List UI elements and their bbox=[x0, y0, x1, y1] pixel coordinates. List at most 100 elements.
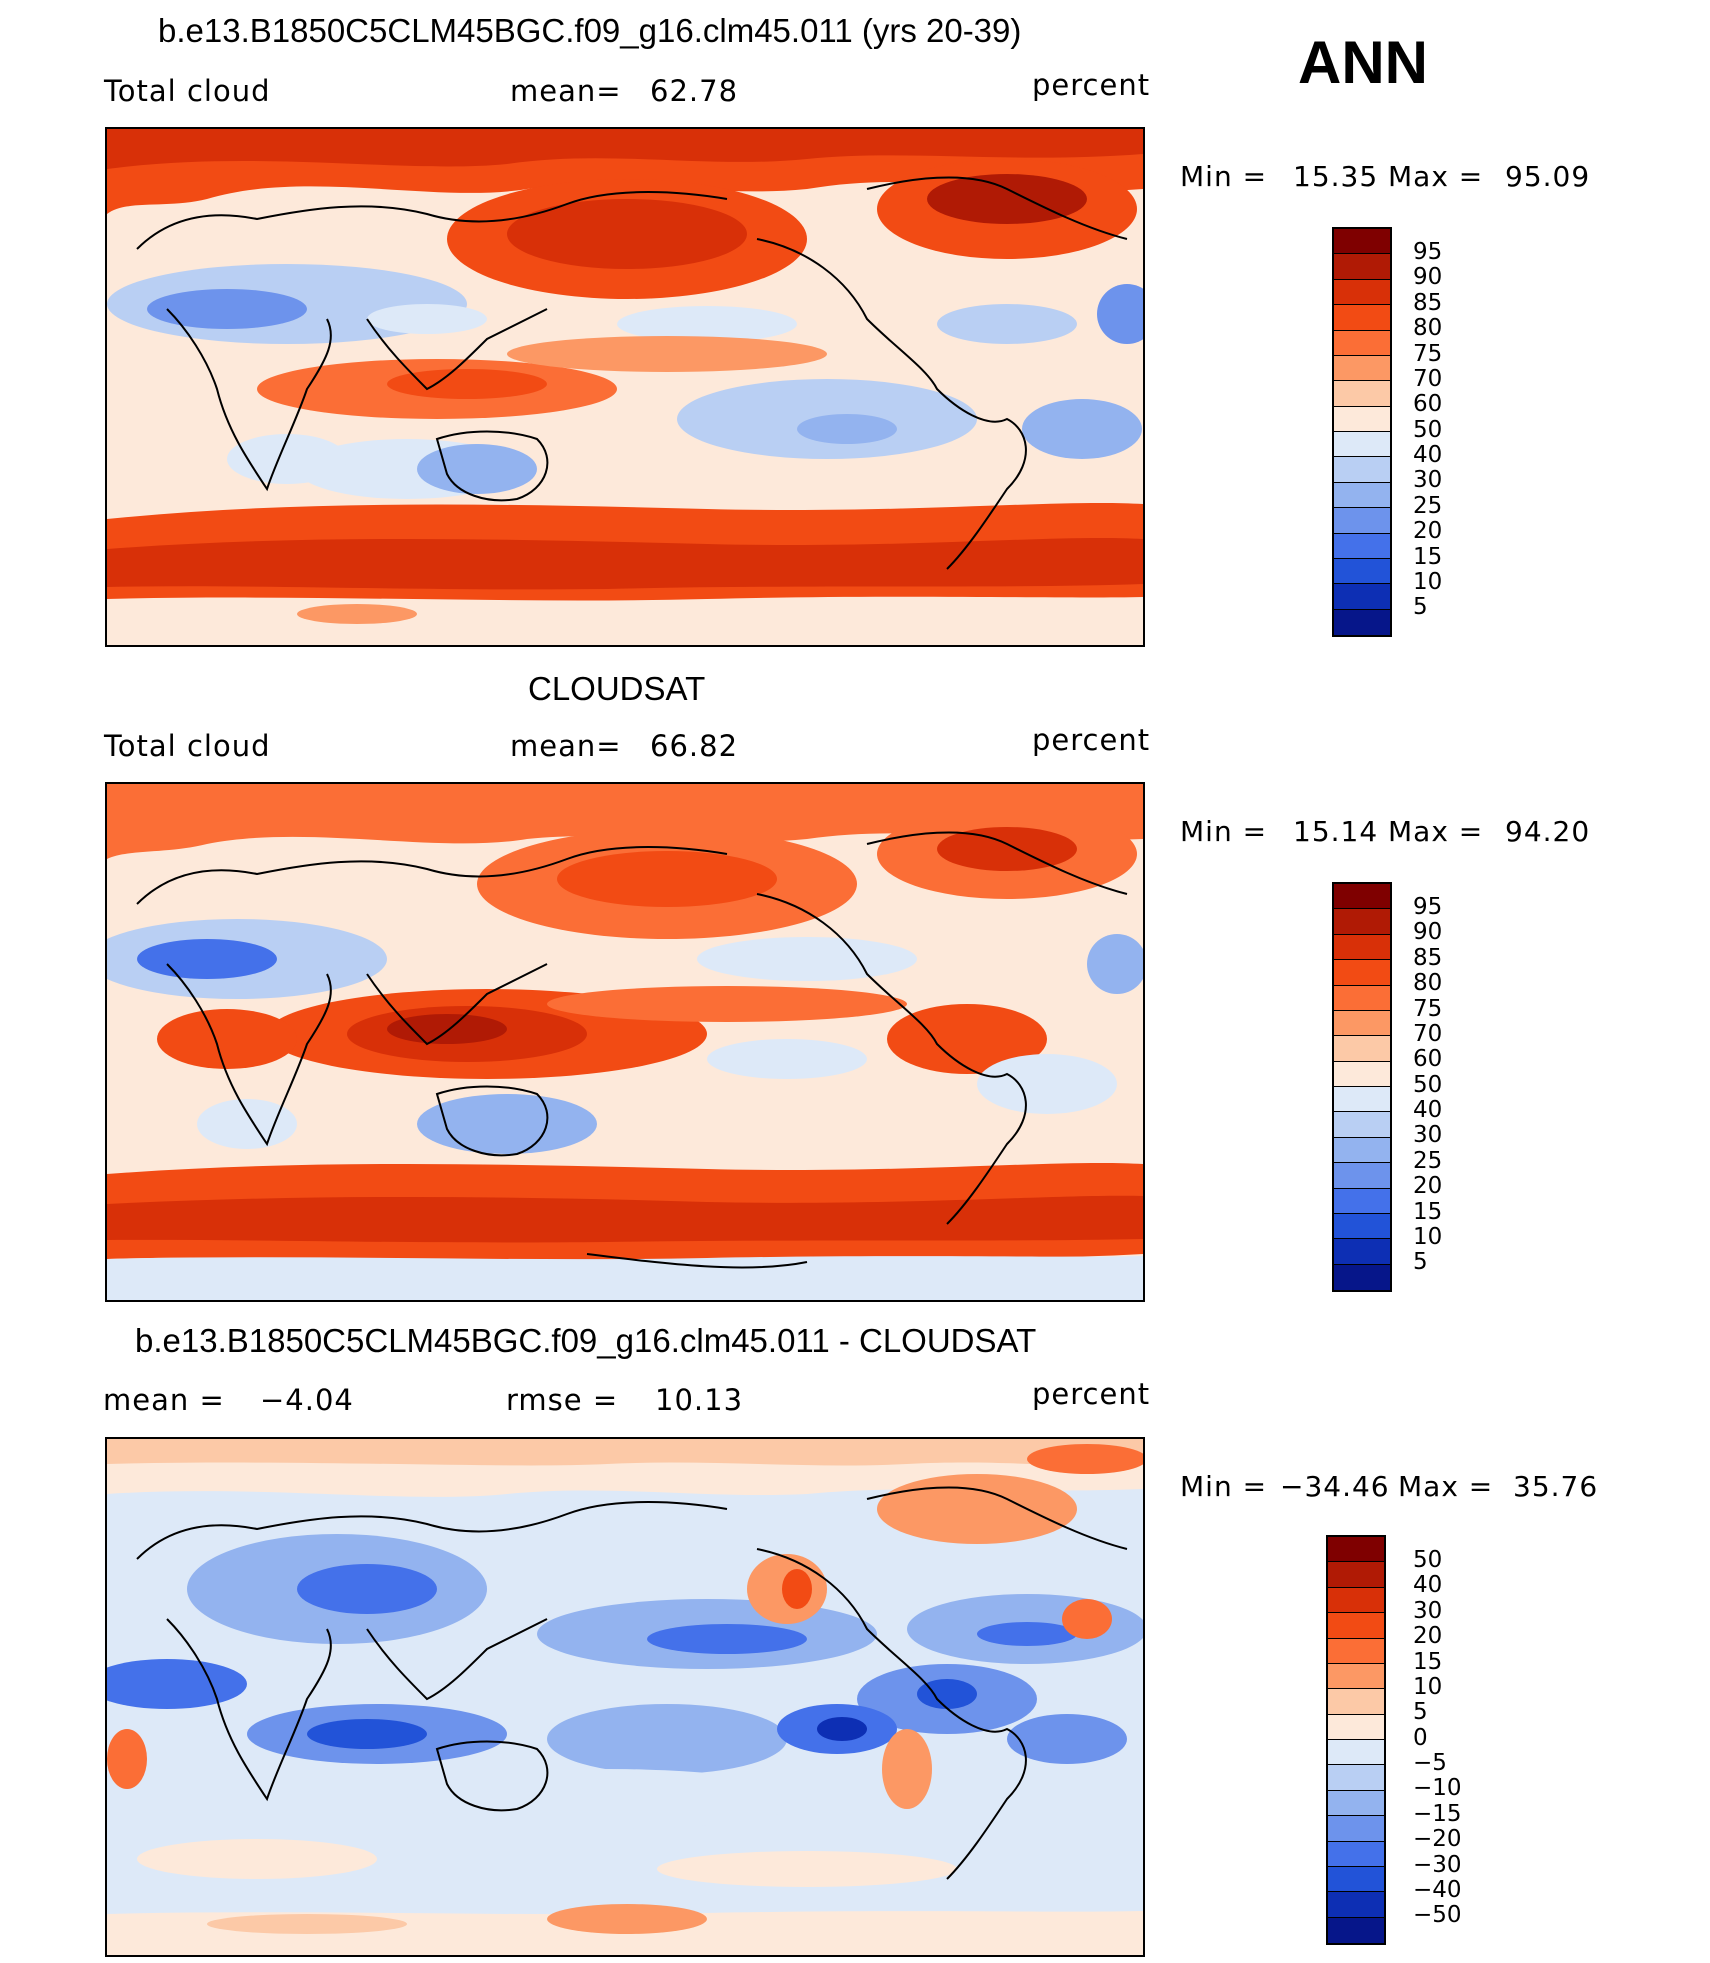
colorbar-segment bbox=[1334, 1163, 1390, 1189]
colorbar-segment bbox=[1334, 1264, 1390, 1290]
panel3-max-value: 35.76 bbox=[1513, 1470, 1599, 1503]
colorbar-segment bbox=[1334, 584, 1390, 610]
colorbar-segment bbox=[1334, 508, 1390, 534]
colorbar-segment bbox=[1328, 1892, 1384, 1918]
colorbar-segment bbox=[1334, 482, 1390, 509]
colorbar-segment bbox=[1334, 1087, 1390, 1113]
colorbar-tick-label: 15 bbox=[1413, 1198, 1443, 1225]
colorbar-tick-label: 85 bbox=[1413, 944, 1443, 971]
panel3-map bbox=[105, 1437, 1145, 1957]
colorbar-tick-label: 80 bbox=[1413, 315, 1443, 342]
colorbar-segment bbox=[1334, 432, 1390, 458]
colorbar-segment bbox=[1334, 1137, 1390, 1164]
panel2-min-value: 15.14 bbox=[1293, 815, 1379, 848]
panel2-min-label: Min = bbox=[1180, 815, 1268, 848]
season-label: ANN bbox=[1298, 29, 1428, 96]
colorbar-tick-label: 95 bbox=[1413, 894, 1443, 920]
colorbar-segment bbox=[1334, 1010, 1390, 1037]
panel3-rmse-value: 10.13 bbox=[655, 1383, 744, 1417]
colorbar-tick-label: 50 bbox=[1413, 416, 1443, 443]
colorbar-tick-label: 20 bbox=[1413, 1173, 1443, 1200]
colorbar-segment bbox=[1328, 1816, 1384, 1842]
colorbar-tick-label: 10 bbox=[1413, 1673, 1443, 1700]
panel3-colorbar bbox=[1326, 1535, 1386, 1945]
colorbar-segment bbox=[1334, 355, 1390, 382]
panel3-units: percent bbox=[1032, 1377, 1151, 1411]
colorbar-tick-label: 85 bbox=[1413, 289, 1443, 316]
panel3-min-label: Min = bbox=[1180, 1470, 1268, 1503]
colorbar-tick-label: 15 bbox=[1413, 1648, 1443, 1675]
colorbar-tick-label: 50 bbox=[1413, 1547, 1443, 1573]
colorbar-segment bbox=[1328, 1917, 1384, 1943]
colorbar-segment bbox=[1328, 1537, 1384, 1563]
colorbar-segment bbox=[1328, 1841, 1384, 1867]
colorbar-segment bbox=[1328, 1663, 1384, 1690]
colorbar-segment bbox=[1334, 533, 1390, 559]
colorbar-tick-label: −40 bbox=[1413, 1876, 1462, 1903]
panel2-max-value: 94.20 bbox=[1505, 815, 1591, 848]
colorbar-tick-label: 5 bbox=[1413, 1699, 1428, 1726]
colorbar-segment bbox=[1334, 229, 1390, 255]
colorbar-segment bbox=[1334, 381, 1390, 407]
colorbar-segment bbox=[1334, 1213, 1390, 1240]
colorbar-tick-label: 60 bbox=[1413, 391, 1443, 418]
colorbar-segment bbox=[1328, 1613, 1384, 1639]
panel1-title: b.e13.B1850C5CLM45BGC.f09_g16.clm45.011 … bbox=[158, 12, 1022, 49]
colorbar-segment bbox=[1328, 1638, 1384, 1664]
colorbar-tick-label: −30 bbox=[1413, 1851, 1462, 1878]
colorbar-segment bbox=[1328, 1562, 1384, 1588]
panel3-title: b.e13.B1850C5CLM45BGC.f09_g16.clm45.011 … bbox=[135, 1322, 1037, 1359]
panel1-field-label: Total cloud bbox=[104, 74, 271, 108]
colorbar-segment bbox=[1328, 1866, 1384, 1893]
colorbar-tick-label: 40 bbox=[1413, 1097, 1443, 1123]
colorbar-segment bbox=[1328, 1790, 1384, 1817]
panel2-mean-value: 66.82 bbox=[650, 729, 739, 763]
colorbar-tick-label: 5 bbox=[1413, 1249, 1428, 1276]
panel2-field-label: Total cloud bbox=[104, 729, 271, 763]
colorbar-segment bbox=[1334, 609, 1390, 635]
colorbar-tick-label: 5 bbox=[1413, 594, 1428, 621]
colorbar-segment bbox=[1334, 884, 1390, 910]
colorbar-segment bbox=[1334, 1112, 1390, 1138]
colorbar-segment bbox=[1334, 558, 1390, 585]
colorbar-segment bbox=[1334, 1239, 1390, 1265]
colorbar-tick-label: 90 bbox=[1413, 264, 1443, 291]
colorbar-tick-label: 75 bbox=[1413, 995, 1443, 1022]
colorbar-segment bbox=[1334, 960, 1390, 986]
colorbar-segment bbox=[1328, 1714, 1384, 1740]
colorbar-tick-label: 30 bbox=[1413, 1597, 1443, 1624]
colorbar-segment bbox=[1334, 1036, 1390, 1062]
panel2-units: percent bbox=[1032, 723, 1151, 757]
panel1-min-value: 15.35 bbox=[1293, 160, 1379, 193]
colorbar-tick-label: 40 bbox=[1413, 442, 1443, 468]
colorbar-tick-label: 30 bbox=[1413, 467, 1443, 494]
colorbar-tick-label: 80 bbox=[1413, 970, 1443, 997]
panel1-map bbox=[105, 127, 1145, 647]
panel2-colorbar bbox=[1332, 882, 1392, 1292]
panel3-mean-value: −4.04 bbox=[260, 1383, 354, 1417]
colorbar-tick-label: −10 bbox=[1413, 1775, 1462, 1802]
colorbar-segment bbox=[1334, 330, 1390, 356]
colorbar-segment bbox=[1334, 279, 1390, 306]
colorbar-segment bbox=[1334, 1061, 1390, 1087]
colorbar-segment bbox=[1334, 934, 1390, 961]
colorbar-tick-label: 50 bbox=[1413, 1071, 1443, 1098]
colorbar-tick-label: −15 bbox=[1413, 1800, 1462, 1827]
colorbar-tick-label: 0 bbox=[1413, 1724, 1428, 1751]
panel2-title: CLOUDSAT bbox=[528, 670, 706, 707]
colorbar-tick-label: 20 bbox=[1413, 1623, 1443, 1650]
panel1-max-label: Max = bbox=[1388, 160, 1484, 193]
colorbar-tick-label: 75 bbox=[1413, 340, 1443, 367]
colorbar-tick-label: 40 bbox=[1413, 1572, 1443, 1599]
colorbar-tick-label: 70 bbox=[1413, 1020, 1443, 1047]
colorbar-tick-label: 90 bbox=[1413, 919, 1443, 946]
colorbar-tick-label: 95 bbox=[1413, 239, 1443, 265]
panel1-colorbar bbox=[1332, 227, 1392, 637]
panel1-mean-label: mean= bbox=[510, 74, 622, 108]
colorbar-segment bbox=[1328, 1689, 1384, 1715]
colorbar-segment bbox=[1334, 909, 1390, 935]
colorbar-tick-label: 25 bbox=[1413, 1147, 1443, 1174]
colorbar-segment bbox=[1334, 305, 1390, 331]
panel3-max-label: Max = bbox=[1398, 1470, 1494, 1503]
colorbar-tick-label: 10 bbox=[1413, 568, 1443, 595]
